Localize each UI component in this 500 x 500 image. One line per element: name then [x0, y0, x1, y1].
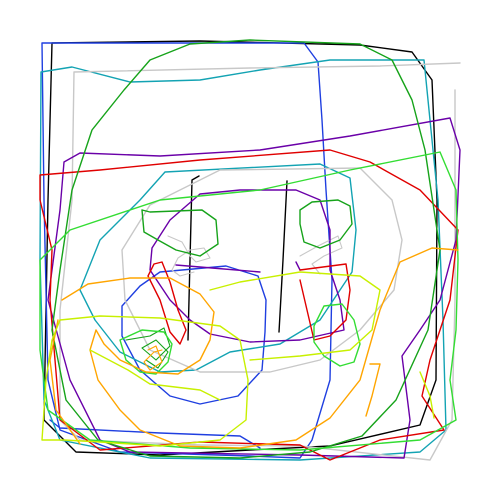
- red-outer-stroke: [39, 149, 459, 461]
- purple-short-stroke: [175, 261, 301, 273]
- orange-lower-stroke: [49, 319, 381, 445]
- black-center-stroke-2: [278, 180, 288, 333]
- gray-inner-stroke: [121, 167, 403, 373]
- lime-small-loop-left: [119, 329, 173, 375]
- lime-outer-stroke: [39, 151, 459, 451]
- gray-center-squiggle: [167, 235, 343, 277]
- cyan-inner-stroke: [79, 163, 357, 373]
- green-outer-stroke: [51, 39, 441, 459]
- purple-inner-stroke: [149, 189, 345, 343]
- yellow-outer-stroke: [41, 315, 249, 447]
- orange-center-squiggle: [143, 345, 163, 371]
- purple-outer-stroke: [47, 117, 461, 459]
- green-right-shape: [299, 199, 353, 249]
- lime-small-loop-right: [313, 303, 361, 367]
- blue-inner-loop: [121, 265, 267, 405]
- orange-outer-stroke: [61, 247, 459, 449]
- cyan-outer-stroke: [39, 59, 447, 461]
- yellow-lower-stroke: [89, 349, 435, 419]
- yellow-right-stroke: [209, 271, 381, 361]
- black-center-stroke-1: [187, 175, 200, 341]
- green-left-shape: [141, 209, 219, 257]
- black-outer-stroke: [43, 40, 438, 456]
- blue-outer-stroke: [41, 42, 333, 459]
- blue-lower-stroke: [49, 419, 261, 449]
